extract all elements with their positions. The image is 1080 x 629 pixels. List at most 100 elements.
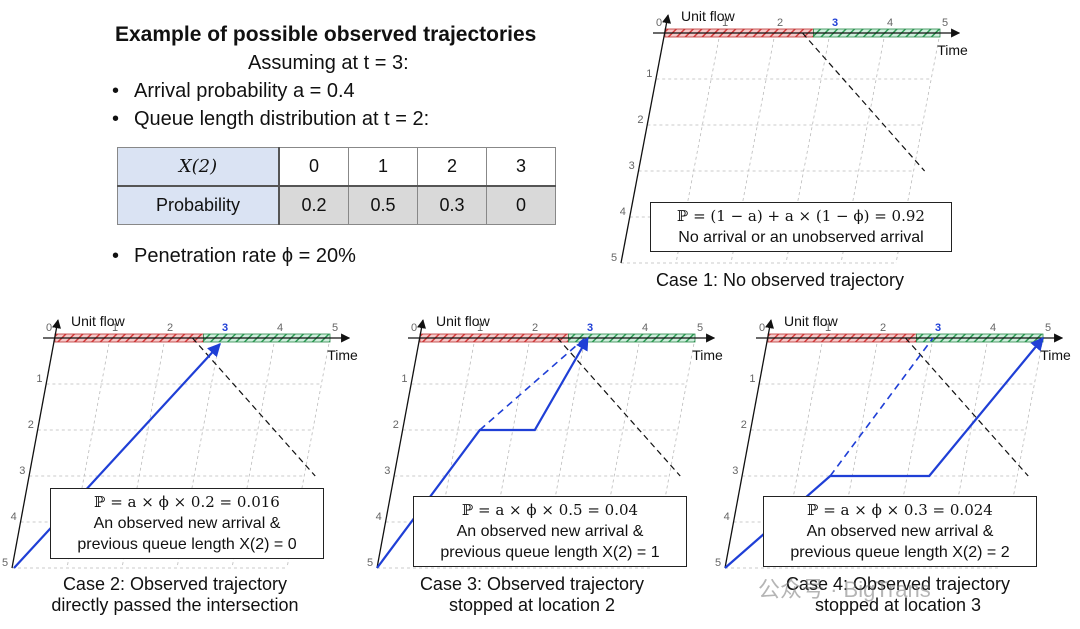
case3-time-tick: 4 — [642, 322, 648, 334]
bullet-arrival: • Arrival probability a = 0.4 — [112, 80, 355, 103]
bullet-dot: • — [112, 108, 120, 130]
table-row: X(2) 0 1 2 3 — [117, 147, 556, 187]
case2-flow-tick: 2 — [28, 419, 34, 431]
case4-flow-tick: 3 — [732, 465, 738, 477]
case3-flow-axis — [376, 319, 426, 569]
case4-flow-tick: 5 — [715, 557, 721, 569]
case4-time-label: Time — [1040, 347, 1071, 363]
case3-description-line2: previous queue length X(2) = 1 — [440, 544, 660, 561]
page-title: Example of possible observed trajectorie… — [115, 23, 537, 46]
case2-time-tick: 2 — [167, 322, 173, 334]
case3-equation: ℙ = a × ϕ × 0.5 = 0.04 — [461, 501, 639, 519]
case4-time-tick: 5 — [1045, 322, 1051, 334]
table-cell: 0.2 — [278, 185, 349, 225]
table-cell: 1 — [348, 147, 418, 187]
table-cell: 3 — [486, 147, 556, 187]
case3-time-tick: 0 — [411, 322, 417, 334]
case3-flow-tick: 2 — [393, 419, 399, 431]
case2-description-line2: previous queue length X(2) = 0 — [77, 536, 297, 553]
table-cell: 0 — [278, 147, 349, 187]
table-cell: X(2) — [117, 147, 280, 187]
case3-unit-flow-label: Unit flow — [436, 313, 491, 329]
table-cell: 0 — [486, 185, 556, 225]
bullet-penetration-text: Penetration rate ϕ = 20% — [134, 245, 356, 267]
case4-time-tick: 4 — [990, 322, 996, 334]
case4-caption: Case 4: Observed trajectory stopped at l… — [748, 574, 1048, 616]
case4-flow-tick: 4 — [724, 511, 730, 523]
case4-unit-flow-label: Unit flow — [784, 313, 839, 329]
case2-time-tick: 4 — [277, 322, 283, 334]
case2-flow-tick: 4 — [11, 511, 17, 523]
case2-caption: Case 2: Observed trajectory directly pas… — [25, 574, 325, 616]
case2-caption-line1: Case 2: Observed trajectory — [62, 574, 288, 594]
table-cell: 0.5 — [348, 185, 418, 225]
case3-caption-line2: stopped at location 2 — [448, 595, 616, 615]
case2-time-tick: 5 — [332, 322, 338, 334]
case1-description: No arrival or an unobserved arrival — [678, 229, 924, 246]
case4-flow-tick: 2 — [741, 419, 747, 431]
case2-flow-tick: 5 — [2, 557, 8, 569]
case1-time-label: Time — [937, 42, 968, 58]
case2-time-tick: 0 — [46, 322, 52, 334]
case1-time-tick: 4 — [887, 17, 893, 29]
case2-unit-flow-label: Unit flow — [71, 313, 126, 329]
case3-flow-tick: 3 — [384, 465, 390, 477]
case1-flow-tick: 1 — [646, 68, 652, 80]
table-row: Probability 0.2 0.5 0.3 0 — [117, 185, 556, 225]
case3-caption: Case 3: Observed trajectory stopped at l… — [382, 574, 682, 616]
case3-time-tick: 5 — [697, 322, 703, 334]
table-cell: 2 — [417, 147, 487, 187]
case1-flow-tick: 3 — [629, 160, 635, 172]
bullet-queue-text: Queue length distribution at t = 2: — [134, 108, 430, 130]
case3-time-tick: 3 — [587, 322, 593, 334]
case2-time-label: Time — [327, 347, 358, 363]
case1-probability-box: ℙ = (1 − a) + a × (1 − ϕ) = 0.92 No arri… — [650, 202, 952, 252]
case1-flow-tick: 2 — [637, 114, 643, 126]
case2-time-tick: 3 — [222, 322, 228, 334]
case1-time-tick: 5 — [942, 17, 948, 29]
case1-flow-tick: 4 — [620, 206, 626, 218]
case4-description-line1: An observed new arrival & — [806, 523, 994, 540]
case3-probability-box: ℙ = a × ϕ × 0.5 = 0.04 An observed new a… — [413, 496, 687, 567]
case3-description-line1: An observed new arrival & — [456, 523, 644, 540]
case1-unit-flow-label: Unit flow — [681, 8, 736, 24]
case2-flow-axis — [11, 319, 61, 569]
case4-queue-shockwave — [905, 337, 1029, 477]
case1-caption: Case 1: No observed trajectory — [655, 270, 905, 290]
case1-flow-tick: 5 — [611, 252, 617, 264]
case3-caption-line1: Case 3: Observed trajectory — [419, 574, 645, 594]
case2-description-line1: An observed new arrival & — [93, 515, 281, 532]
case4-equation: ℙ = a × ϕ × 0.3 = 0.024 — [807, 501, 993, 519]
case2-equation: ℙ = a × ϕ × 0.2 = 0.016 — [94, 493, 280, 511]
case1-flow-axis — [620, 14, 672, 264]
bullet-arrival-text: Arrival probability a = 0.4 — [134, 80, 355, 102]
case2-flow-tick: 1 — [36, 373, 42, 385]
bullet-penetration: • Penetration rate ϕ = 20% — [112, 245, 356, 268]
bullet-queue: • Queue length distribution at t = 2: — [112, 108, 429, 131]
table-cell: Probability — [117, 185, 280, 225]
case3-flow-tick: 4 — [376, 511, 382, 523]
case3-queue-shockwave — [557, 337, 681, 477]
case4-time-tick: 0 — [759, 322, 765, 334]
case1-time-tick: 3 — [832, 17, 838, 29]
case2-probability-box: ℙ = a × ϕ × 0.2 = 0.016 An observed new … — [50, 488, 324, 559]
assuming-line: Assuming at t = 3: — [248, 52, 409, 74]
case4-time-tick: 1 — [825, 322, 831, 334]
case2-time-tick: 1 — [112, 322, 118, 334]
case4-description-line2: previous queue length X(2) = 2 — [790, 544, 1010, 561]
case1-queue-shockwave — [802, 32, 926, 172]
case1-equation: ℙ = (1 − a) + a × (1 − ϕ) = 0.92 — [677, 207, 925, 225]
watermark: 公众号 · BigTrans — [758, 577, 931, 602]
case1-time-tick: 1 — [722, 17, 728, 29]
case2-flow-tick: 3 — [19, 465, 25, 477]
table-cell: 0.3 — [417, 185, 487, 225]
case4-time-tick: 2 — [880, 322, 886, 334]
bullet-dot: • — [112, 80, 120, 102]
case4-flow-axis — [724, 319, 774, 569]
case4-caption-line2: stopped at location 3 — [814, 595, 982, 615]
case4-free-flow-trajectory — [829, 337, 934, 477]
case3-flow-tick: 1 — [401, 373, 407, 385]
queue-distribution-table: X(2) 0 1 2 3 Probability 0.2 0.5 0.3 0 — [117, 147, 556, 225]
case2-caption-line2: directly passed the intersection — [51, 595, 299, 615]
